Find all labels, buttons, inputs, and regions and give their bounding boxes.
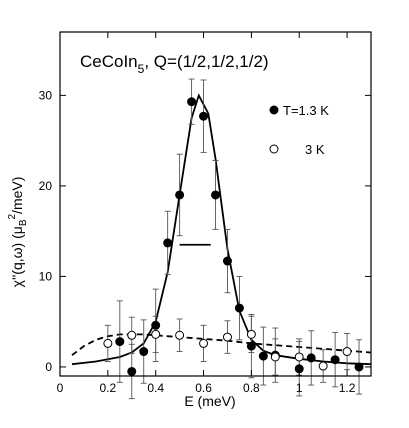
- x-tick-label: 0: [57, 381, 64, 395]
- data-point-1.3K: [234, 303, 244, 313]
- data-point-3K: [103, 338, 113, 348]
- data-point-1.3K: [115, 337, 125, 347]
- data-point-1.3K: [127, 366, 137, 376]
- data-point-1.3K: [139, 347, 149, 357]
- data-point-3K: [127, 330, 137, 340]
- legend-label-2: 3 K: [305, 142, 325, 157]
- data-point-1.3K: [151, 320, 161, 330]
- x-tick-label: 0.8: [243, 381, 260, 395]
- data-point-3K: [151, 329, 161, 339]
- fit-curve-1.3K: [71, 93, 372, 366]
- y-axis-label-main: χ''(q,ω) (μ: [9, 226, 25, 287]
- y-axis-label: χ''(q,ω) (μB2/meV): [7, 177, 29, 288]
- y-tick-label: 10: [39, 269, 53, 283]
- data-point-3K: [175, 330, 185, 340]
- data-point-1.3K: [258, 351, 268, 361]
- data-point-3K: [270, 352, 280, 362]
- data-point-3K: [246, 329, 256, 339]
- x-tick-label: 0.2: [100, 381, 117, 395]
- axis-ticks: 0 0.2 0.4 0.6 0.8 1 1.2 0 10 20 30: [39, 32, 371, 395]
- data-point-1.3K: [187, 97, 197, 107]
- data-point-1.3K: [306, 353, 316, 363]
- y-axis-label-sup: 2: [7, 213, 18, 219]
- x-axis-label: E (meV): [184, 393, 235, 409]
- legend-marker-open: [269, 144, 279, 154]
- y-axis-label-rest: /meV): [9, 177, 25, 214]
- data-point-1.3K: [246, 341, 256, 351]
- chart-title: CeCoIn5, Q=(1/2,1/2,1/2): [80, 52, 269, 76]
- plot-frame: [59, 31, 372, 377]
- data-point-1.3K: [163, 238, 173, 248]
- data-point-3K: [318, 361, 328, 371]
- data-point-1.3K: [175, 190, 185, 200]
- data-point-3K: [199, 338, 209, 348]
- chart-title-main: CeCoIn: [80, 52, 138, 71]
- chart-title-subscript: 5: [138, 62, 145, 76]
- legend-label-1: T=1.3 K: [283, 103, 329, 118]
- y-axis-label-sub: B: [18, 219, 29, 226]
- x-tick-label: 0.6: [195, 381, 212, 395]
- data-point-1.3K: [222, 256, 232, 266]
- data-point-3K: [222, 332, 232, 342]
- y-tick-label: 30: [39, 88, 53, 102]
- data-point-1.3K: [199, 111, 209, 121]
- data-point-3K: [342, 347, 352, 357]
- x-tick-label: 1.2: [339, 381, 356, 395]
- data-point-1.3K: [330, 355, 340, 365]
- data-point-1.3K: [211, 190, 220, 200]
- data-point-3K: [294, 352, 304, 362]
- x-tick-label: 0.4: [147, 381, 164, 395]
- y-tick-label: 20: [39, 179, 53, 193]
- chart-title-rest: , Q=(1/2,1/2,1/2): [144, 52, 268, 71]
- x-tick-label: 1: [296, 381, 303, 395]
- y-tick-label: 0: [45, 360, 52, 374]
- data-point-1.3K: [354, 362, 364, 372]
- legend-marker-filled: [269, 105, 279, 115]
- legend: T=1.3 K 3 K: [269, 103, 329, 157]
- data-points: [103, 97, 364, 376]
